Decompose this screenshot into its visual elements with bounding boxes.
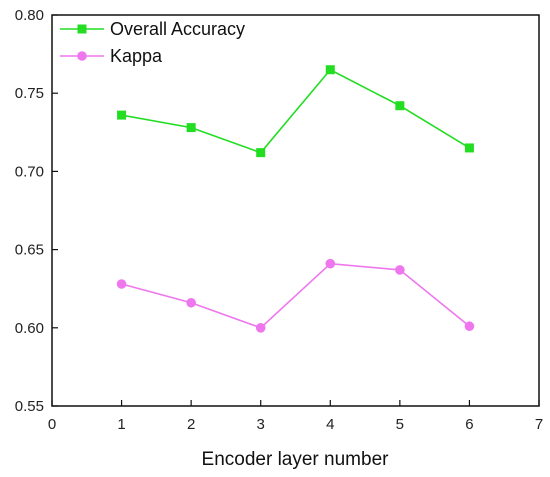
series-line-overall-accuracy bbox=[121, 68, 470, 154]
y-axis: 0.55 0.60 0.65 0.70 0.75 0.80 bbox=[15, 7, 58, 415]
data-point-overall-accuracy bbox=[256, 148, 266, 158]
x-tick-label: 6 bbox=[465, 416, 473, 433]
legend-label: Overall Accuracy bbox=[110, 19, 245, 39]
data-point-overall-accuracy bbox=[464, 143, 474, 153]
plot-frame bbox=[51, 14, 540, 407]
x-tick-label: 1 bbox=[117, 416, 125, 433]
series-layer bbox=[116, 65, 475, 333]
y-tick-label: 0.70 bbox=[15, 163, 44, 180]
x-axis-title: Encoder layer number bbox=[202, 449, 390, 470]
x-tick-label: 4 bbox=[326, 416, 334, 433]
y-tick-label: 0.65 bbox=[15, 242, 44, 259]
data-point-kappa bbox=[464, 321, 475, 332]
legend-marker bbox=[77, 24, 87, 34]
data-point-overall-accuracy bbox=[395, 101, 405, 111]
data-point-kappa bbox=[395, 265, 405, 275]
y-tick-label: 0.60 bbox=[15, 320, 44, 337]
x-tick-label: 0 bbox=[48, 416, 56, 433]
y-tick-label: 0.75 bbox=[15, 85, 44, 102]
data-point-overall-accuracy bbox=[117, 110, 127, 120]
series-line-kappa bbox=[121, 262, 470, 329]
x-tick-label: 2 bbox=[187, 416, 195, 433]
x-tick-label: 7 bbox=[535, 416, 543, 433]
data-point-kappa bbox=[116, 279, 127, 289]
x-tick-label: 3 bbox=[257, 416, 265, 433]
y-tick-label: 0.55 bbox=[15, 398, 44, 415]
data-point-overall-accuracy bbox=[186, 123, 196, 133]
legend-marker bbox=[77, 51, 87, 61]
x-tick-label: 5 bbox=[396, 416, 404, 433]
legend-label: Kappa bbox=[110, 46, 163, 66]
x-axis: 0 1 2 3 4 5 6 7 bbox=[48, 400, 543, 433]
legend: Overall Accuracy Kappa bbox=[60, 19, 245, 66]
data-point-overall-accuracy bbox=[325, 65, 335, 75]
data-point-kappa bbox=[255, 323, 266, 333]
y-tick-label: 0.80 bbox=[15, 7, 44, 24]
data-point-kappa bbox=[325, 258, 336, 269]
data-point-kappa bbox=[186, 297, 196, 308]
